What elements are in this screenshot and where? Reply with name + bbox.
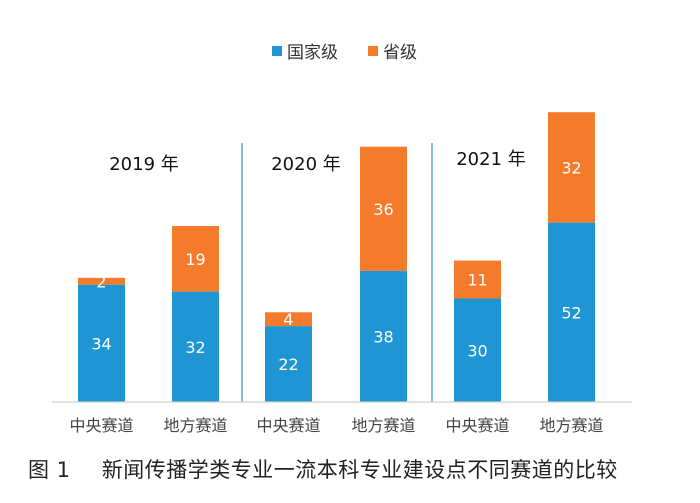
data-label-national: 22 (278, 355, 298, 374)
figure-caption-text: 新闻传播学类专业一流本科专业建设点不同赛道的比较 (101, 458, 618, 482)
data-label-provincial: 11 (467, 271, 487, 290)
figure-number: 图 1 (28, 458, 71, 482)
group-year-label: 2021 年 (456, 149, 526, 170)
bar-segment-provincial (265, 312, 312, 327)
data-label-national: 30 (467, 341, 487, 360)
group-year-label: 2019 年 (109, 154, 179, 175)
data-label-national: 32 (185, 338, 205, 357)
legend-item-national: 国家级 (272, 38, 338, 63)
data-label-provincial: 2 (96, 272, 106, 291)
data-label-provincial: 4 (283, 310, 293, 329)
data-label-provincial: 32 (561, 158, 581, 177)
bar-segment-national (454, 298, 501, 402)
figure-caption: 图 1 新闻传播学类专业一流本科专业建设点不同赛道的比较 (28, 454, 618, 484)
bar-segment-provincial (360, 146, 407, 271)
x-tick-label: 中央赛道 (69, 416, 133, 435)
x-tick-label: 中央赛道 (256, 416, 320, 435)
x-tick-label: 地方赛道 (539, 416, 603, 435)
x-tick-label: 地方赛道 (351, 416, 415, 435)
bar-segment-provincial (548, 112, 595, 223)
bar-segment-national (172, 291, 219, 402)
data-label-national: 34 (91, 334, 111, 353)
legend-swatch-provincial (368, 45, 378, 56)
data-label-provincial: 19 (185, 250, 205, 269)
legend-item-provincial: 省级 (368, 38, 417, 63)
data-label-national: 52 (561, 303, 581, 322)
bar-segment-provincial (172, 226, 219, 292)
x-tick-label: 地方赛道 (163, 416, 227, 435)
x-tick-label: 中央赛道 (445, 416, 509, 435)
legend-label-provincial: 省级 (383, 43, 417, 63)
legend: 国家级 省级 (272, 38, 447, 63)
bar-segment-national (265, 326, 312, 402)
data-label-national: 38 (373, 327, 393, 346)
data-label-provincial: 36 (373, 200, 393, 219)
bar-segment-national (360, 270, 407, 402)
bar-segment-national (548, 222, 595, 402)
legend-swatch-national (272, 45, 282, 56)
group-year-label: 2020 年 (271, 154, 341, 175)
bar-segment-provincial (454, 260, 501, 299)
bar-segment-national (78, 284, 125, 402)
bar-segment-provincial (78, 277, 125, 285)
legend-label-national: 国家级 (287, 43, 338, 63)
